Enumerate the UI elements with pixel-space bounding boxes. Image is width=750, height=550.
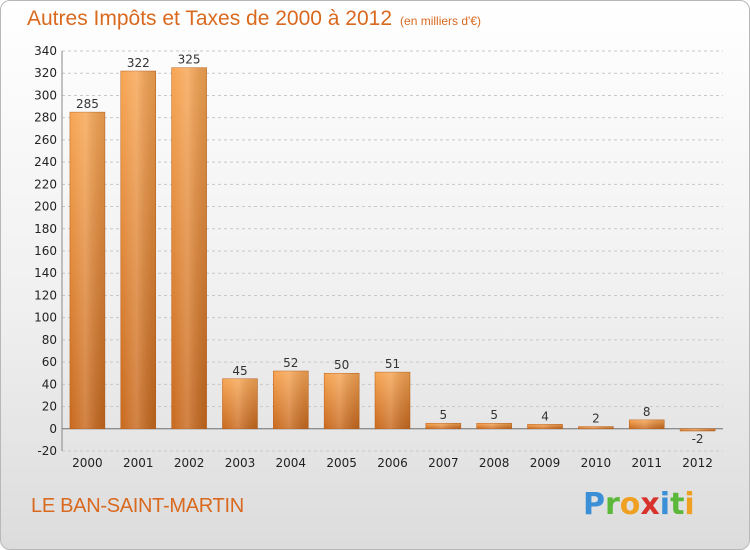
x-tick-label: 2003 (225, 456, 256, 470)
x-tick-label: 2011 (631, 456, 662, 470)
data-label: 8 (643, 405, 651, 419)
y-tick-label: 20 (42, 400, 57, 414)
bar-shine (578, 426, 614, 429)
bar-shine (425, 423, 461, 429)
y-tick-label: 120 (34, 288, 57, 302)
y-tick-label: 180 (34, 222, 57, 236)
data-label: 322 (127, 56, 150, 70)
data-label: 5 (490, 408, 498, 422)
bar-shine (120, 71, 156, 429)
data-label: 285 (76, 97, 99, 111)
y-tick-labels: -20 0 20 40 60 80 100 120 140 160 180 200 220 240 260 2… (34, 44, 57, 458)
brand-letter: i (659, 487, 671, 522)
bar-shine (476, 423, 512, 429)
bar-shine (171, 67, 207, 429)
data-label: 325 (178, 53, 201, 67)
y-tick-label: 200 (34, 200, 57, 214)
x-tick-label: 2000 (72, 456, 103, 470)
bar-shine (324, 373, 360, 429)
y-tick-label: -20 (37, 444, 57, 458)
x-tick-label: 2009 (530, 456, 561, 470)
bar-shine (222, 378, 258, 429)
x-tick-label: 2006 (377, 456, 408, 470)
data-label: 4 (541, 409, 549, 423)
y-tick-label: 0 (49, 422, 57, 436)
data-label: 2 (592, 412, 600, 426)
x-tick-label: 2008 (479, 456, 510, 470)
brand-letter: x (640, 487, 660, 522)
data-label: 51 (385, 357, 400, 371)
y-tick-label: 280 (34, 111, 57, 125)
brand-letter: P (583, 487, 605, 522)
x-tick-labels: 2000 2001 2002 2003 2004 2005 2006 2007 2008 2009… (72, 456, 713, 470)
brand-letter: o (619, 487, 641, 522)
bar-shine (680, 428, 716, 431)
x-tick-label: 2010 (581, 456, 612, 470)
y-tick-label: 340 (34, 44, 57, 58)
y-tick-label: 260 (34, 133, 57, 147)
chart-title-text: Autres Impôts et Taxes de 2000 à 2012 (27, 7, 393, 30)
data-label: 45 (232, 364, 247, 378)
y-tick-label: 320 (34, 66, 57, 80)
proxiti-logo[interactable]: Proxiti (583, 487, 695, 522)
data-label: -2 (692, 432, 704, 446)
brand-letter: i (684, 487, 695, 522)
data-label: 5 (440, 408, 448, 422)
bar-shine (629, 419, 665, 429)
brand-letter: r (605, 487, 620, 522)
data-label: 52 (283, 356, 298, 370)
data-labels: 285 322 325 45 52 50 51 5 5 4 2 8 -2 (76, 53, 704, 446)
bar-shine (69, 112, 105, 429)
chart-subtitle: (en milliers d'€) (400, 14, 482, 28)
y-tick-label: 300 (34, 88, 57, 102)
brand-letter: t (670, 487, 685, 522)
y-tick-label: 60 (42, 355, 57, 369)
x-tick-label: 2007 (428, 456, 459, 470)
y-tick-label: 220 (34, 177, 57, 191)
chart-title: Autres Impôts et Taxes de 2000 à 2012 (en… (27, 7, 481, 31)
x-tick-label: 2002 (174, 456, 205, 470)
bar-shine (273, 371, 309, 429)
data-label: 50 (334, 358, 349, 372)
x-tick-label: 2012 (682, 456, 713, 470)
y-tick-label: 160 (34, 244, 57, 258)
y-tick-label: 80 (42, 333, 57, 347)
bars (69, 67, 716, 432)
bar-shine (375, 372, 410, 429)
x-tick-label: 2001 (123, 456, 154, 470)
bar-shine (527, 424, 563, 429)
y-tick-label: 140 (34, 266, 57, 280)
commune-name: LE BAN-SAINT-MARTIN (31, 495, 244, 517)
x-tick-label: 2005 (326, 456, 357, 470)
y-tick-label: 240 (34, 155, 57, 169)
y-tick-label: 100 (34, 311, 57, 325)
y-tick-label: 40 (42, 377, 57, 391)
x-tick-label: 2004 (276, 456, 307, 470)
